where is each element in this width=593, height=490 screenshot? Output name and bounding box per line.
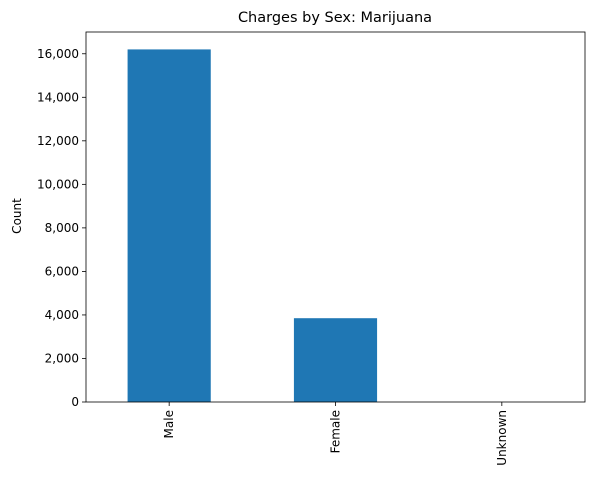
- chart-title: Charges by Sex: Marijuana: [238, 10, 432, 26]
- x-tick-label-male: Male: [162, 410, 176, 438]
- bar-female: [293, 318, 378, 402]
- x-axis-ticks: Male Female Unknown: [162, 402, 509, 466]
- y-tick-label: 0: [71, 395, 79, 409]
- y-axis-label: Count: [10, 198, 24, 234]
- y-tick-label: 2,000: [45, 351, 79, 365]
- y-tick-label: 8,000: [45, 221, 79, 235]
- plot-frame: [85, 31, 586, 403]
- bar-male: [127, 49, 211, 402]
- x-tick-label-unknown: Unknown: [495, 410, 509, 466]
- y-tick-label: 4,000: [45, 308, 79, 322]
- y-tick-label: 12,000: [37, 134, 79, 148]
- y-axis-ticks: 0 2,000 4,000 6,000 8,000 10,000 12,000 14,000 1…: [37, 47, 86, 409]
- y-tick-label: 6,000: [45, 264, 79, 278]
- bars-layer: [127, 49, 378, 402]
- x-tick-label-female: Female: [329, 410, 343, 453]
- y-tick-label: 14,000: [37, 90, 79, 104]
- y-tick-label: 16,000: [37, 47, 79, 61]
- y-tick-label: 10,000: [37, 177, 79, 191]
